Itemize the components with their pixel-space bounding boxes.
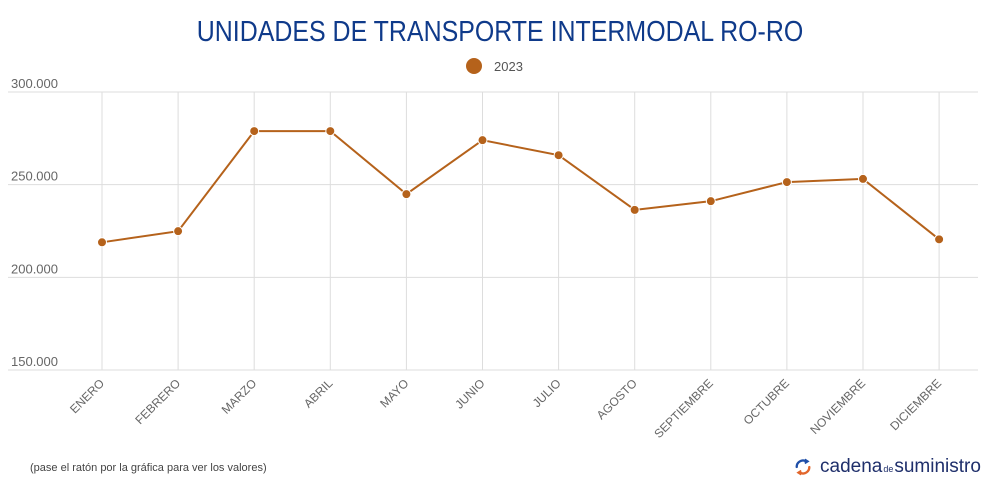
y-tick-label: 250.000 [11, 169, 58, 184]
legend: 2023 [466, 58, 523, 74]
x-tick-label: DICIEMBRE [887, 376, 944, 433]
series-2023 [97, 126, 945, 248]
legend-label: 2023 [494, 58, 523, 74]
data-point-enero[interactable] [97, 237, 107, 248]
x-tick-label: OCTUBRE [741, 376, 792, 427]
data-point-junio[interactable] [477, 135, 488, 146]
data-point-febrero[interactable] [173, 226, 184, 237]
y-axis: 150.000 200.000 250.000 300.000 [11, 76, 58, 369]
logo-text-cadena: cadena [820, 456, 883, 477]
brand-logo[interactable]: cadena de suministro [794, 456, 981, 478]
x-tick-label: NOVIEMBRE [807, 376, 868, 437]
chart-title: UNIDADES DE TRANSPORTE INTERMODAL RO-RO [196, 16, 804, 48]
x-tick-label: ABRIL [301, 376, 336, 411]
x-tick-label: MAYO [377, 376, 411, 410]
data-point-julio[interactable] [553, 150, 564, 161]
x-tick-label: SEPTIEMBRE [651, 376, 716, 441]
x-tick-label: AGOSTO [594, 376, 640, 422]
data-point-octubre[interactable] [781, 177, 792, 188]
circular-arrows-icon [795, 458, 811, 476]
x-tick-label: JULIO [530, 376, 564, 410]
x-tick-label: ENERO [67, 376, 107, 416]
x-tick-label: JUNIO [452, 376, 487, 411]
y-tick-label: 200.000 [11, 261, 58, 276]
series-line [101, 130, 940, 244]
logo-text-de: de [883, 464, 894, 474]
logo-text-suministro: suministro [894, 456, 981, 477]
data-point-abril[interactable] [325, 126, 336, 137]
data-point-septiembre[interactable] [705, 196, 716, 207]
hover-hint: (pase el ratón por la gráfica para ver l… [30, 462, 267, 474]
data-point-noviembre[interactable] [858, 173, 868, 184]
legend-marker-icon [466, 58, 482, 74]
x-tick-label: MARZO [219, 376, 260, 417]
x-axis: ENERO FEBRERO MARZO ABRIL MAYO JUNIO JULIO AGOS… [67, 376, 944, 441]
data-point-diciembre[interactable] [934, 234, 945, 245]
y-tick-label: 300.000 [11, 76, 58, 91]
x-tick-label: FEBRERO [132, 376, 183, 427]
grid [8, 91, 978, 371]
data-point-agosto[interactable] [629, 204, 640, 215]
data-point-mayo[interactable] [401, 189, 412, 200]
data-point-marzo[interactable] [249, 126, 260, 137]
y-tick-label: 150.000 [11, 354, 58, 369]
